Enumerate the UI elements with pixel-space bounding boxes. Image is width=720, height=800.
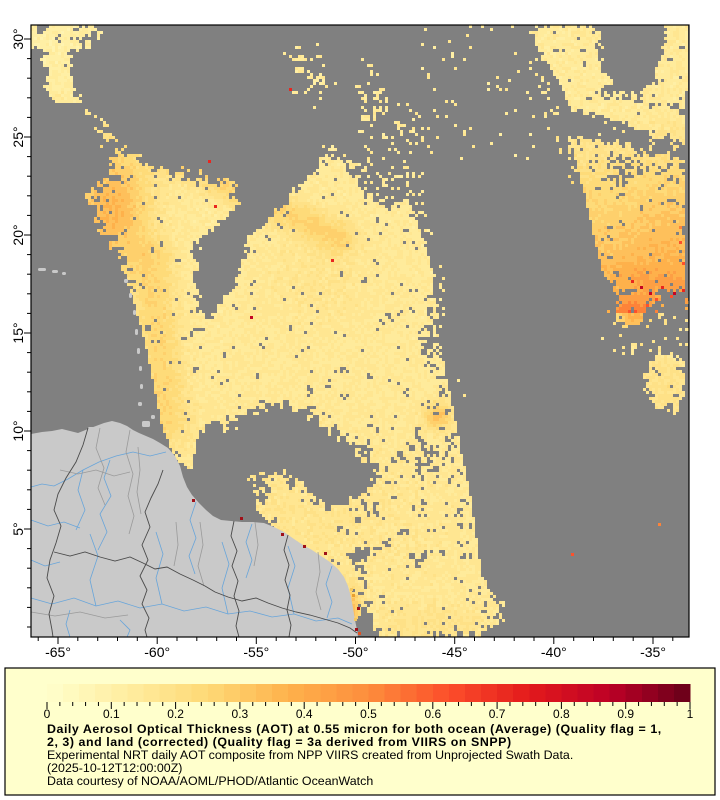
svg-text:-40°: -40° (541, 644, 567, 660)
svg-text:1: 1 (687, 707, 694, 721)
svg-text:0.1: 0.1 (103, 707, 120, 721)
svg-text:-45°: -45° (442, 644, 468, 660)
svg-text:0.6: 0.6 (424, 707, 441, 721)
svg-text:0.7: 0.7 (489, 707, 506, 721)
svg-text:0.3: 0.3 (232, 707, 249, 721)
svg-text:-65°: -65° (45, 644, 71, 660)
svg-text:2, 3) and land (corrected) (Qu: 2, 3) and land (corrected) (Quality flag… (47, 735, 512, 749)
svg-text:-35°: -35° (640, 644, 666, 660)
svg-text:5°: 5° (10, 522, 26, 535)
svg-text:30°: 30° (10, 28, 26, 49)
svg-text:0.5: 0.5 (360, 707, 377, 721)
svg-text:15°: 15° (10, 322, 26, 343)
svg-text:0.9: 0.9 (617, 707, 634, 721)
svg-text:0: 0 (44, 707, 51, 721)
svg-text:-55°: -55° (243, 644, 269, 660)
svg-text:Data courtesy of NOAA/AOML/PHO: Data courtesy of NOAA/AOML/PHOD/Atlantic… (47, 774, 373, 788)
svg-text:-50°: -50° (343, 644, 369, 660)
svg-text:0.4: 0.4 (296, 707, 313, 721)
svg-text:(2025-10-12T12:00:00Z): (2025-10-12T12:00:00Z) (47, 761, 182, 775)
svg-text:0.8: 0.8 (553, 707, 570, 721)
svg-text:Experimental NRT daily AOT com: Experimental NRT daily AOT composite fro… (47, 748, 573, 762)
svg-text:10°: 10° (10, 420, 26, 441)
svg-text:Daily Aerosol Optical Thicknes: Daily Aerosol Optical Thickness (AOT) at… (47, 722, 662, 736)
svg-text:0.2: 0.2 (167, 707, 184, 721)
svg-text:20°: 20° (10, 224, 26, 245)
svg-text:-60°: -60° (144, 644, 170, 660)
svg-text:25°: 25° (10, 126, 26, 147)
